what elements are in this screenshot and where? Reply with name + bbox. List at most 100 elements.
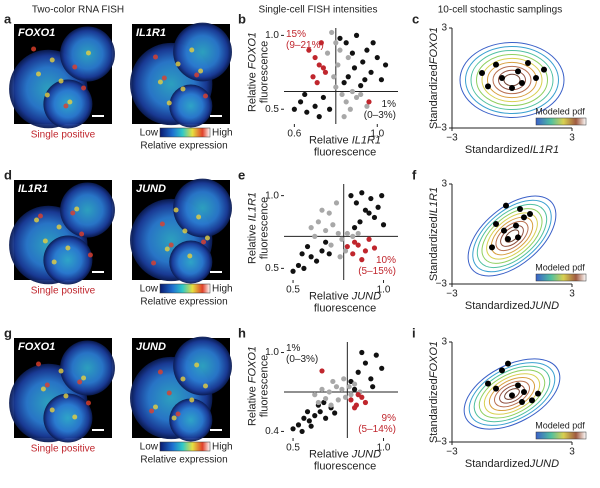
point xyxy=(304,109,310,115)
signal-spot xyxy=(36,71,41,77)
point xyxy=(382,62,389,68)
signal-spot xyxy=(194,362,200,368)
point xyxy=(348,378,354,385)
y-tick-label: 0.5 xyxy=(265,263,279,274)
sample-point xyxy=(493,61,499,68)
point xyxy=(355,369,361,375)
point xyxy=(344,243,350,250)
signal-spot xyxy=(63,393,69,399)
contour xyxy=(492,65,532,95)
y-tick-label: 0.5 xyxy=(265,104,279,115)
point xyxy=(341,114,347,120)
axis-label-part: FOXO1 xyxy=(428,27,440,64)
point xyxy=(290,268,296,274)
point xyxy=(295,422,302,428)
point xyxy=(312,233,318,239)
axis-label: StandardizedFOXO1 xyxy=(428,341,440,443)
caption: Single positive xyxy=(31,286,96,297)
signal-spot xyxy=(44,382,50,388)
sample-point xyxy=(521,389,527,395)
annotation-line: (0–3%) xyxy=(286,354,318,365)
colorbar-high: High xyxy=(212,128,233,139)
point xyxy=(358,83,364,89)
contour xyxy=(481,57,543,103)
signal-spot xyxy=(201,239,207,245)
contour xyxy=(476,53,548,107)
point xyxy=(308,225,314,231)
axis-label-part: IL1R1 xyxy=(428,187,440,216)
point xyxy=(333,40,339,46)
point xyxy=(359,349,365,356)
point xyxy=(364,47,370,53)
annotation-line: (0–3%) xyxy=(364,110,396,121)
contour xyxy=(481,208,543,264)
panel-label: g xyxy=(4,325,12,340)
sample-point xyxy=(479,70,485,76)
legend-label: Modeled pdf xyxy=(535,262,585,272)
axis-label-part: IL1R1 xyxy=(246,192,258,221)
axis-label-part: Standardized xyxy=(428,216,440,281)
point xyxy=(349,50,355,56)
point xyxy=(345,54,351,61)
sample-point xyxy=(513,222,519,229)
point xyxy=(355,242,361,248)
x-tick-label: 3 xyxy=(569,447,575,458)
panel-label: e xyxy=(238,167,245,182)
point xyxy=(346,384,352,390)
signal-spot xyxy=(198,68,204,74)
point xyxy=(359,394,365,400)
axis-label-part: Standardized xyxy=(465,300,530,312)
axis-label: StandardizedIL1R1 xyxy=(428,187,440,281)
axis-label-part: Relative xyxy=(309,134,349,146)
panel-label: f xyxy=(412,167,417,182)
sample-point xyxy=(525,60,531,66)
signal-spot xyxy=(36,361,41,367)
signal-spot xyxy=(204,235,210,241)
point xyxy=(317,409,323,415)
signal-spot xyxy=(70,210,76,216)
caption: Single positive xyxy=(31,444,96,455)
sample-point xyxy=(485,380,491,387)
point xyxy=(350,251,356,257)
point xyxy=(379,193,385,199)
point xyxy=(306,418,312,424)
signal-spot xyxy=(81,85,87,91)
point xyxy=(327,106,333,112)
x-tick-label: 0.5 xyxy=(286,285,300,296)
point xyxy=(291,106,297,112)
point xyxy=(351,381,358,387)
caption: Single positive xyxy=(31,130,96,141)
contour xyxy=(504,229,520,243)
image-label: IL1R1 xyxy=(136,27,166,39)
axis-label-part: JUND xyxy=(351,448,381,460)
point xyxy=(314,80,320,86)
colorbar-title: Relative expression xyxy=(140,141,227,152)
contour xyxy=(504,388,520,400)
point xyxy=(370,40,376,46)
cell-cluster xyxy=(169,240,213,284)
contour xyxy=(487,61,537,99)
signal-spot xyxy=(168,242,174,248)
axis-label-part: fluorescence xyxy=(314,303,376,315)
signal-spot xyxy=(79,231,85,237)
axis-label-part: fluorescence xyxy=(314,461,376,473)
axis-label-part: Relative xyxy=(309,290,349,302)
point xyxy=(353,200,359,206)
cell-cluster xyxy=(173,22,232,82)
point xyxy=(297,99,304,105)
contour xyxy=(476,203,548,269)
point xyxy=(371,214,378,221)
signal-spot xyxy=(37,213,43,219)
sample-point xyxy=(515,382,521,389)
point xyxy=(342,394,349,400)
sample-point xyxy=(541,66,547,73)
point xyxy=(357,219,363,225)
contour xyxy=(488,376,536,412)
signal-spot xyxy=(166,100,172,106)
point xyxy=(323,239,329,245)
colorbar xyxy=(159,441,211,452)
signal-spot xyxy=(40,386,46,392)
point xyxy=(295,262,302,269)
point xyxy=(322,69,329,75)
panel-label: i xyxy=(412,325,416,340)
